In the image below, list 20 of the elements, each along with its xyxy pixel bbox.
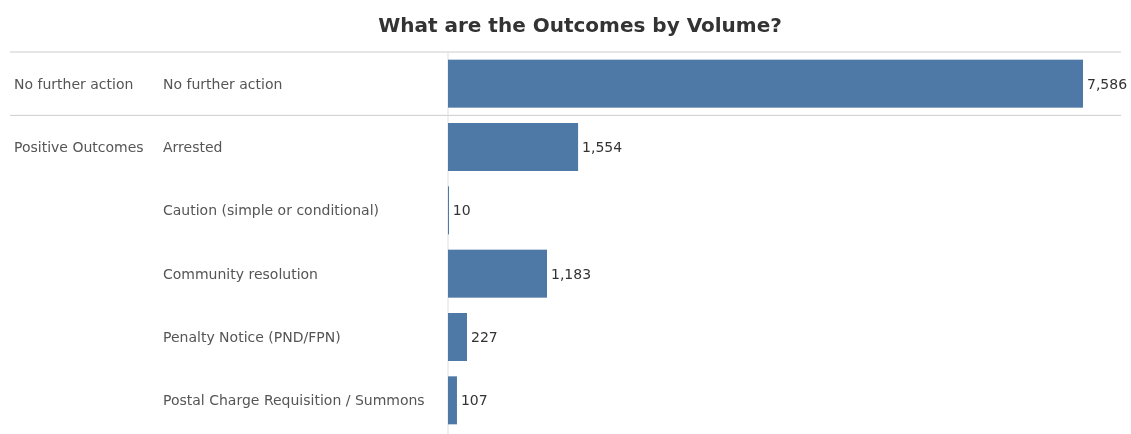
data-label: 107	[460, 392, 488, 409]
data-label: 1,554	[582, 139, 623, 155]
y-tick-label: Penalty Notice (PND/FPN)	[163, 329, 341, 345]
y-tick-label: No further action	[163, 75, 283, 92]
text: Positive Outcomes	[14, 139, 144, 155]
bar	[448, 376, 457, 425]
text: No further action	[14, 75, 134, 92]
y-tick-label: Caution (simple or conditional)	[163, 202, 380, 219]
y-tick-label: Community resolution	[163, 265, 318, 282]
y-tick-label: Arrested	[163, 139, 223, 155]
bar	[448, 59, 1083, 108]
data-label: 1,183	[551, 265, 592, 282]
bar	[448, 313, 467, 361]
data-label: 10	[452, 202, 471, 219]
bar	[448, 123, 579, 171]
data-label: 227	[471, 329, 498, 345]
bar	[448, 249, 548, 298]
y-tick-label: Postal Charge Requisition / Summons	[163, 392, 425, 409]
data-label: 7,586	[1087, 75, 1128, 92]
chart-title: What are the Outcomes by Volume?	[378, 13, 782, 37]
